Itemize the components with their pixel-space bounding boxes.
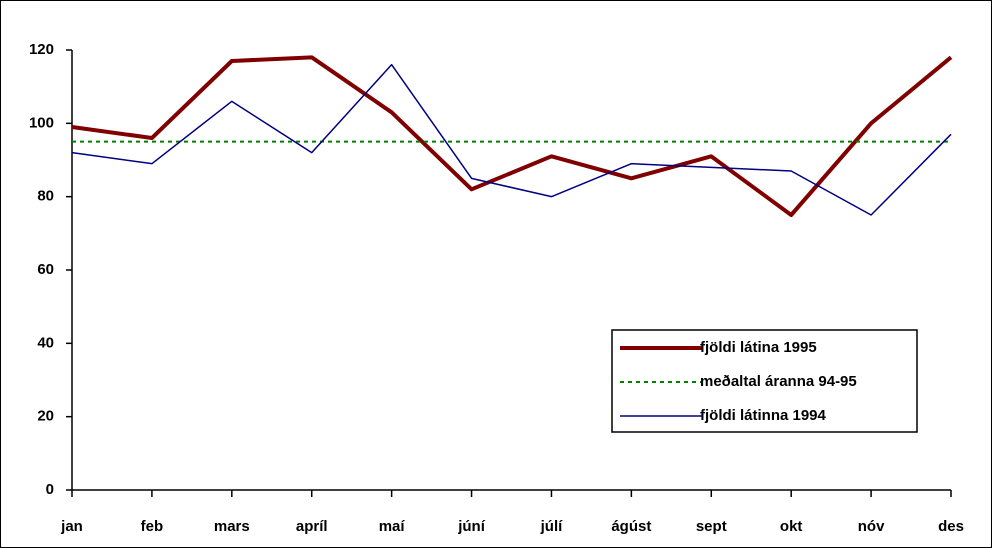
y-tick-label: 100 (29, 114, 54, 131)
x-tick-label: okt (780, 518, 803, 535)
legend-label: meðaltal áranna 94-95 (700, 373, 857, 390)
legend-label: fjöldi látinna 1994 (700, 407, 827, 424)
x-tick-label: mars (214, 518, 250, 535)
y-tick-label: 0 (46, 481, 54, 498)
x-tick-label: jan (60, 518, 83, 535)
series-line (71, 55, 953, 217)
y-tick-label: 40 (37, 334, 54, 351)
y-tick-label: 20 (37, 408, 54, 425)
x-tick-label: júní (457, 518, 485, 535)
x-tick-label: sept (696, 518, 727, 535)
y-tick-label: 120 (29, 41, 54, 58)
x-tick-label: ágúst (611, 518, 651, 535)
x-tick-label: nóv (858, 518, 885, 535)
x-tick-label: apríl (296, 518, 328, 535)
x-tick-label: maí (379, 518, 406, 535)
x-tick-label: júlí (540, 518, 563, 535)
y-tick-label: 80 (37, 188, 54, 205)
x-tick-label: des (938, 518, 964, 535)
legend-label: fjöldi látina 1995 (700, 339, 817, 356)
y-tick-label: 60 (37, 261, 54, 278)
x-tick-label: feb (141, 518, 164, 535)
series-line (71, 63, 952, 216)
